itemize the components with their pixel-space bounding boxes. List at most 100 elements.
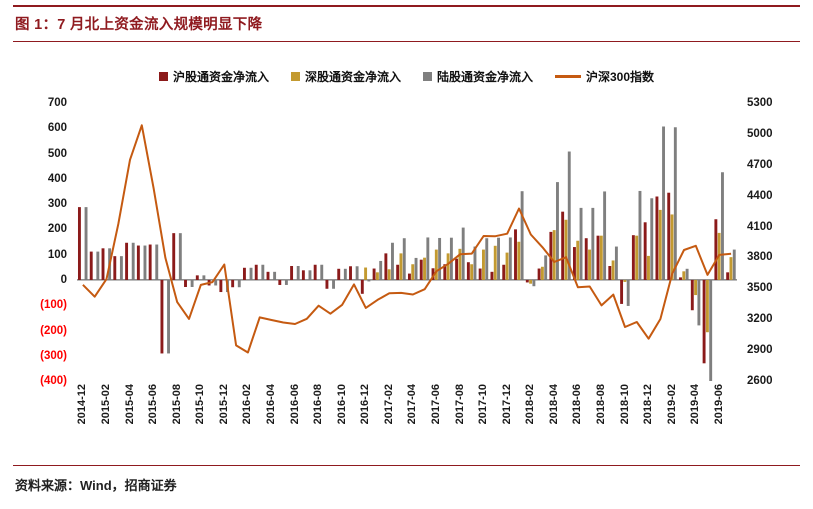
x-axis-tick-label: 2015-10 <box>194 384 207 425</box>
bar-hu-2017-08 <box>455 258 459 280</box>
bar-hu-2015-05 <box>136 245 140 280</box>
bar-hu-2018-09 <box>608 266 612 280</box>
bar-lu-2018-08 <box>603 191 607 280</box>
bar-lu-2017-02 <box>391 242 394 280</box>
x-axis-tick-label: 2018-04 <box>547 384 560 425</box>
bar-hu-2017-12 <box>502 264 506 280</box>
bar-hu-2018-06 <box>572 247 576 280</box>
bar-hu-2015-08 <box>172 233 176 280</box>
bar-lu-2017-06 <box>438 237 442 280</box>
right-y-axis: 5300 5000 4700 4400 4100 3800 3500 3200 2900 2600 <box>737 97 791 387</box>
bar-shen-2017-06 <box>434 249 438 280</box>
x-axis-tick-label: 2019-06 <box>712 384 725 425</box>
x-axis-tick-label: 2018-10 <box>618 384 631 425</box>
x-axis-tick-label: 2017-08 <box>453 384 466 425</box>
x-axis-tick-label: 2015-08 <box>170 384 183 425</box>
bar-hu-2015-10 <box>195 275 199 280</box>
left-axis-tick-label: 400 <box>47 172 67 185</box>
footer-divider <box>13 465 800 466</box>
bar-lu-2016-08 <box>320 264 324 280</box>
bar-hu-2019-07 <box>726 272 730 280</box>
bar-hu-2019-05 <box>702 279 706 364</box>
bar-hu-2016-06 <box>290 266 294 280</box>
bar-hu-2018-12 <box>643 222 647 280</box>
right-axis-tick-label: 4400 <box>747 189 773 202</box>
bar-lu-2018-01 <box>520 191 524 280</box>
plot-canvas <box>77 124 737 381</box>
x-axis-tick-label: 2019-02 <box>665 384 678 425</box>
bar-lu-2015-11 <box>214 279 218 286</box>
bar-hu-2016-09 <box>325 279 329 289</box>
x-axis-tick-label: 2016-10 <box>335 384 348 425</box>
bar-shen-2018-10 <box>623 279 627 282</box>
left-axis-tick-label: 200 <box>47 223 67 236</box>
bar-lu-2015-03 <box>119 256 123 280</box>
right-axis-tick-label: 3800 <box>747 251 773 264</box>
bar-shen-2017-12 <box>505 252 509 280</box>
hugutong-swatch-icon <box>158 72 168 81</box>
x-axis-tick-label: 2019-04 <box>689 384 702 425</box>
bar-hu-2017-09 <box>466 262 470 280</box>
bar-lu-2017-11 <box>497 237 500 280</box>
bar-hu-2016-07 <box>301 270 305 280</box>
left-axis-tick-label: 500 <box>47 147 67 160</box>
bar-shen-2017-02 <box>387 269 391 280</box>
bar-hu-2019-04 <box>690 279 694 311</box>
bar-hu-2017-01 <box>372 268 376 280</box>
bar-lu-2018-04 <box>556 182 559 280</box>
bar-lu-2016-10 <box>343 268 347 280</box>
x-axis-tick-label: 2016-12 <box>359 384 372 425</box>
bar-shen-2018-02 <box>529 279 533 284</box>
bar-shen-2017-05 <box>423 257 426 280</box>
bar-lu-2016-04 <box>273 271 277 280</box>
bar-hu-2018-02 <box>525 279 529 283</box>
right-axis-tick-label: 2600 <box>747 375 773 387</box>
right-axis-tick-label: 5000 <box>747 127 773 140</box>
x-axis-tick-label: 2017-12 <box>500 384 513 425</box>
legend-item-csi300: 沪深300指数 <box>555 68 654 85</box>
left-axis-tick-label: (400) <box>40 375 67 387</box>
bar-hu-2016-10 <box>337 268 341 280</box>
bar-shen-2018-05 <box>564 219 568 280</box>
source-text: 资料来源：Wind，招商证券 <box>15 478 177 493</box>
bar-lu-2019-01 <box>662 126 665 280</box>
bar-hu-2018-01 <box>514 229 517 280</box>
left-axis-tick-label: 600 <box>47 122 67 135</box>
bar-lu-2015-07 <box>167 279 170 354</box>
bar-hu-2017-03 <box>396 264 400 280</box>
bar-hu-2017-04 <box>407 273 411 280</box>
bar-lu-2016-03 <box>261 264 265 280</box>
bar-shen-2017-09 <box>470 264 474 280</box>
left-axis-tick-label: 0 <box>60 273 67 286</box>
bar-lu-2019-06 <box>721 172 724 280</box>
bar-hu-2015-09 <box>184 279 187 287</box>
right-axis-tick-label: 3200 <box>747 313 773 326</box>
x-axis-tick-label: 2015-04 <box>123 384 136 425</box>
x-axis-tick-label: 2018-08 <box>595 384 607 425</box>
right-axis-tick-label: 4700 <box>747 158 773 171</box>
left-axis-tick-label: (100) <box>40 299 67 312</box>
bar-hu-2019-01 <box>655 196 659 280</box>
bar-shen-2019-07 <box>729 257 733 280</box>
bar-hu-2018-10 <box>620 279 624 304</box>
bar-lu-2015-06 <box>155 244 159 280</box>
top-divider <box>13 5 800 7</box>
bar-hu-2016-02 <box>242 267 246 280</box>
right-axis-tick-label: 2900 <box>747 344 773 357</box>
bar-hu-2015-06 <box>148 244 152 280</box>
bar-shen-2018-03 <box>540 266 544 280</box>
bar-lu-2016-07 <box>308 270 312 280</box>
bar-shen-2018-12 <box>647 255 650 280</box>
left-axis-tick-label: (200) <box>40 324 67 337</box>
right-axis-tick-label: 3500 <box>747 282 773 295</box>
bar-shen-2018-04 <box>552 230 556 280</box>
bar-lu-2016-02 <box>249 267 253 280</box>
plot-column: 2014-12 2015-02 2015-04 2015-06 2015-08 2015-… <box>76 103 737 445</box>
bar-shen-2017-10 <box>482 249 485 280</box>
bar-lu-2016-11 <box>355 266 359 280</box>
bar-hu-2019-06 <box>714 219 718 280</box>
bar-hu-2017-11 <box>490 271 494 280</box>
bar-lu-2019-04 <box>697 279 701 326</box>
bar-hu-2017-06 <box>431 268 435 280</box>
bar-hu-2014-12 <box>77 207 81 280</box>
